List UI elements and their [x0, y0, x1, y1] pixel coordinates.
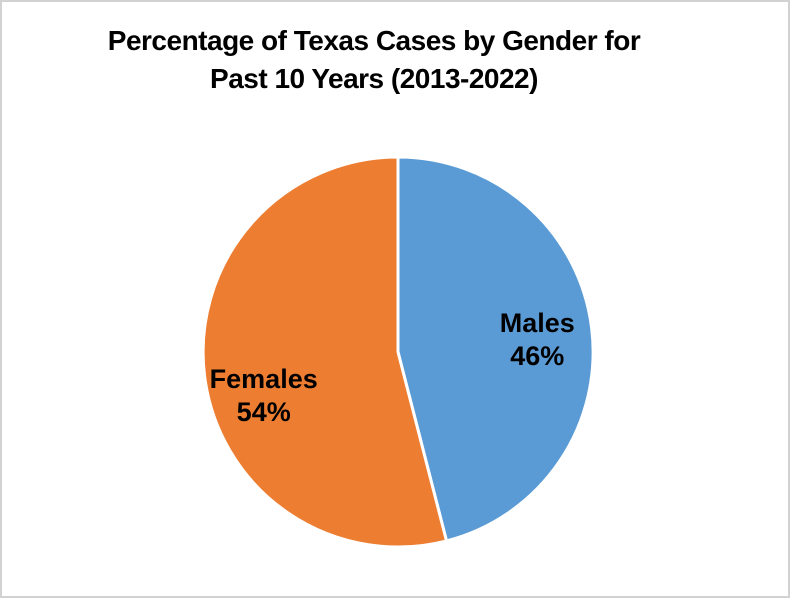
chart-title-line-2: Past 10 Years (2013-2022) [210, 63, 538, 94]
pie-slice-males[interactable] [396, 155, 595, 543]
chart-title: Percentage of Texas Cases by Gender for … [107, 22, 641, 98]
chart-title-line-1: Percentage of Texas Cases by Gender for [107, 25, 641, 56]
pie-slice-females[interactable] [201, 155, 448, 549]
